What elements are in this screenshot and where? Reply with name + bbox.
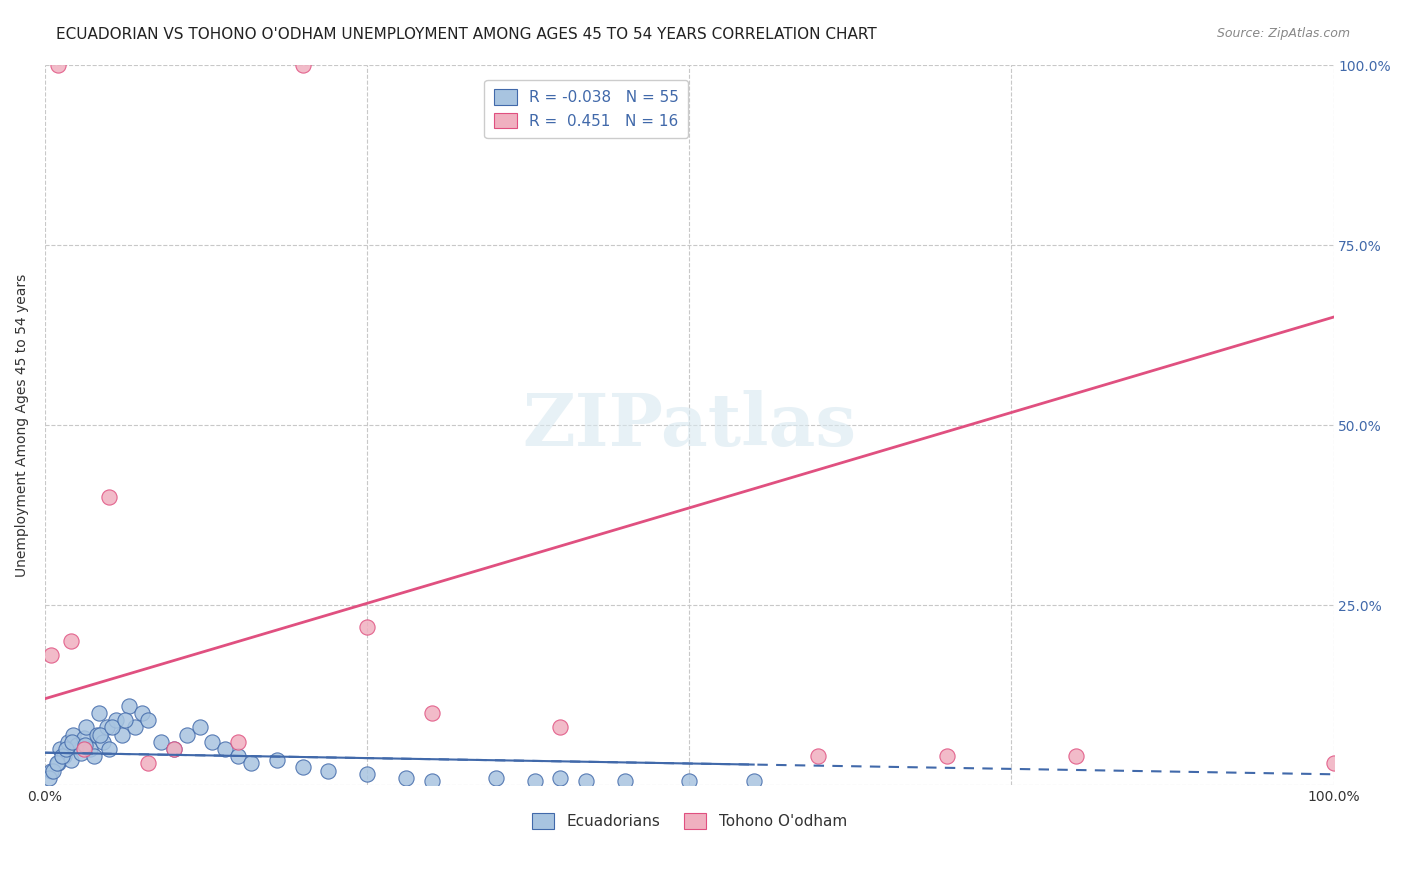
Point [131,706,153,720]
Point [86,728,108,742]
Point [62,728,84,742]
Y-axis label: Unemployment Among Ages 45 to 54 years: Unemployment Among Ages 45 to 54 years [15,274,30,577]
Point [742,774,765,789]
Point [136,714,159,728]
Point [75,721,97,735]
Point [420,706,443,720]
Point [124,721,146,735]
Point [83,749,105,764]
Point [72,742,94,756]
Point [291,58,314,72]
Point [1064,749,1087,764]
Point [51,749,73,764]
Point [53,749,76,764]
Point [149,735,172,749]
Point [163,742,186,756]
Point [41,648,63,663]
Point [176,728,198,742]
Point [201,735,224,749]
Point [73,739,96,753]
Point [111,728,134,742]
Point [46,756,69,771]
Point [60,735,83,749]
Point [118,698,141,713]
Point [226,749,249,764]
Point [936,749,959,764]
Point [101,721,124,735]
Legend: Ecuadorians, Tohono O'odham: Ecuadorians, Tohono O'odham [526,807,853,835]
Point [70,746,93,760]
Point [613,774,636,789]
Point [79,742,101,756]
Point [136,756,159,771]
Point [66,739,89,753]
Point [240,756,263,771]
Point [1322,756,1344,771]
Text: ZIPatlas: ZIPatlas [522,390,856,460]
Point [41,764,63,778]
Point [104,714,127,728]
Point [523,774,546,789]
Point [266,753,288,767]
Point [41,764,63,778]
Point [485,771,508,785]
Point [89,728,111,742]
Point [214,742,236,756]
Point [291,760,314,774]
Point [49,742,72,756]
Point [395,771,418,785]
Point [575,774,598,789]
Point [420,774,443,789]
Point [98,490,121,504]
Point [226,735,249,749]
Point [163,742,186,756]
Point [45,756,67,771]
Point [72,731,94,746]
Point [807,749,830,764]
Point [96,721,118,735]
Point [356,767,378,781]
Text: Source: ZipAtlas.com: Source: ZipAtlas.com [1216,27,1350,40]
Point [59,634,82,648]
Point [59,753,82,767]
Point [550,721,572,735]
Point [87,706,110,720]
Point [678,774,700,789]
Point [55,742,77,756]
Point [114,714,136,728]
Point [550,771,572,785]
Point [98,742,121,756]
Point [91,735,114,749]
Point [46,58,69,72]
Point [356,620,378,634]
Point [318,764,340,778]
Point [38,771,60,785]
Text: ECUADORIAN VS TOHONO O'ODHAM UNEMPLOYMENT AMONG AGES 45 TO 54 YEARS CORRELATION : ECUADORIAN VS TOHONO O'ODHAM UNEMPLOYMEN… [56,27,877,42]
Point [56,735,79,749]
Point [188,721,211,735]
